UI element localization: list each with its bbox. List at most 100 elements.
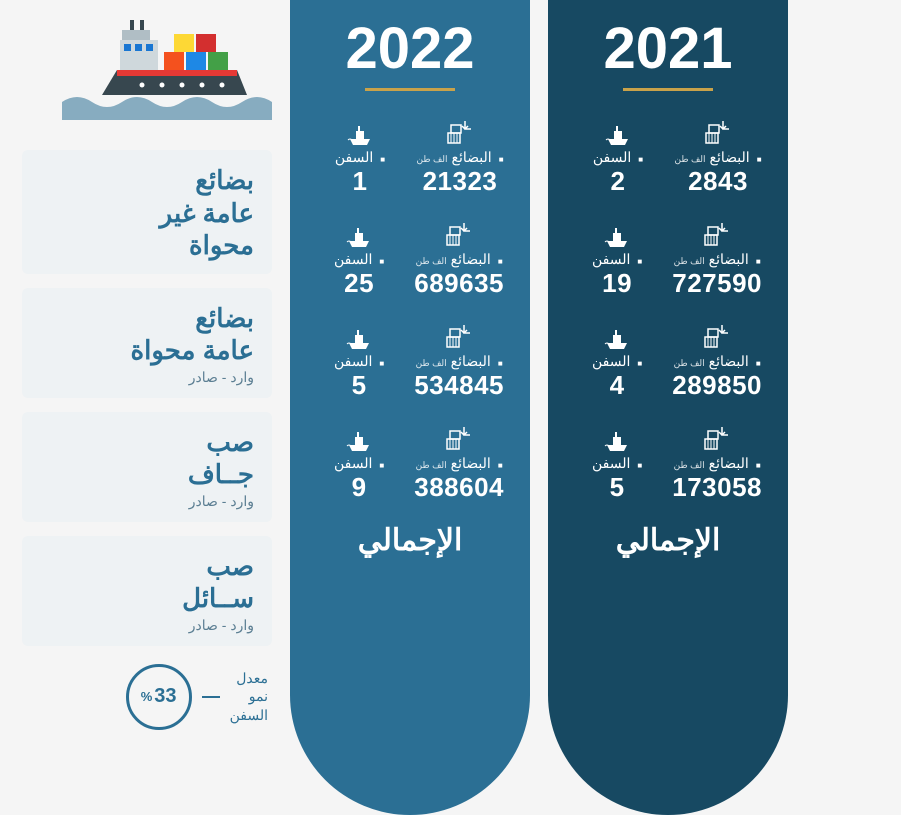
- ship-icon: [603, 423, 631, 453]
- goods-label: البضائعالف طن: [416, 455, 503, 472]
- goods-metric: البضائعالف طن727590: [672, 219, 762, 299]
- goods-label: البضائعالف طن: [674, 251, 761, 268]
- goods-value: 2843: [688, 166, 748, 197]
- goods-label: البضائعالف طن: [416, 251, 503, 268]
- ships-label: السفن: [335, 149, 385, 166]
- cargo-icon: [444, 321, 474, 351]
- main-columns: بضائع عامة غير محواة بضائع عامة محواة وا…: [0, 0, 901, 815]
- ships-label: السفن: [334, 251, 384, 268]
- growth-label: معدل نمو السفن: [230, 669, 268, 724]
- cargo-icon: [703, 117, 733, 147]
- growth-connector: [202, 696, 220, 698]
- data-row: السفن1البضائعالف طن21323: [300, 109, 520, 211]
- ships-value: 25: [344, 268, 374, 299]
- ships-metric: السفن5: [316, 321, 402, 401]
- category-general-containerized: بضائع عامة محواة وارد - صادر: [22, 288, 272, 398]
- data-row: السفن5 البضائعالف طن534845: [300, 313, 520, 415]
- cargo-icon: [702, 423, 732, 453]
- data-row: السفن4البضائعالف طن289850: [558, 313, 778, 415]
- ships-label: السفن: [593, 149, 643, 166]
- ships-metric: السفن2: [574, 117, 662, 197]
- category-title: صب جــاف: [40, 426, 254, 491]
- ships-metric: السفن4: [574, 321, 660, 401]
- ship-illustration: [22, 0, 272, 130]
- ship-icon: [603, 219, 631, 249]
- data-row: السفن5البضائعالف طن173058: [558, 415, 778, 517]
- ships-value: 2: [611, 166, 626, 197]
- ships-metric: السفن9: [316, 423, 402, 503]
- percent-sign: %: [141, 689, 153, 704]
- year-2022-title: 2022: [345, 15, 474, 82]
- column-2022: 2022 السفن1البضائعالف طن21323السفن25البض…: [290, 0, 530, 815]
- category-title: بضائع عامة غير محواة: [40, 164, 254, 262]
- data-row: السفن2البضائعالف طن2843: [558, 109, 778, 211]
- goods-value: 534845: [414, 370, 504, 401]
- ships-value: 5: [352, 370, 367, 401]
- goods-label: البضائعالف طن: [674, 353, 761, 370]
- category-title: بضائع عامة محواة: [40, 302, 254, 367]
- cargo-icon: [444, 219, 474, 249]
- total-label-2022: الإجمالي: [358, 523, 463, 558]
- underline: [365, 88, 455, 91]
- ships-value: 1: [353, 166, 368, 197]
- ships-label: السفن: [592, 455, 642, 472]
- category-general-uncontainerized: بضائع عامة غير محواة: [22, 150, 272, 274]
- ships-value: 19: [602, 268, 632, 299]
- ships-label: السفن: [592, 251, 642, 268]
- goods-metric: البضائعالف طن2843: [674, 117, 762, 197]
- category-dry-bulk: صب جــاف وارد - صادر: [22, 412, 272, 522]
- total-label-2021: الإجمالي: [616, 523, 721, 558]
- column-2021: 2021 السفن2البضائعالف طن2843السفن19البضا…: [548, 0, 788, 815]
- ship-icon: [345, 219, 373, 249]
- goods-value: 388604: [414, 472, 504, 503]
- ship-icon: [345, 321, 373, 351]
- growth-circle: %33: [126, 664, 192, 730]
- ships-metric: السفن5: [574, 423, 660, 503]
- ships-label: السفن: [592, 353, 642, 370]
- data-row: السفن19البضائعالف طن727590: [558, 211, 778, 313]
- category-title: صب ســائل: [40, 550, 254, 615]
- goods-value: 727590: [672, 268, 762, 299]
- goods-value: 21323: [423, 166, 498, 197]
- ship-icon: [346, 117, 374, 147]
- underline: [623, 88, 713, 91]
- goods-value: 689635: [414, 268, 504, 299]
- growth-value: 33: [154, 685, 176, 708]
- ship-icon: [604, 117, 632, 147]
- goods-metric: البضائعالف طن689635: [414, 219, 504, 299]
- year-2021-title: 2021: [603, 15, 732, 82]
- data-row: السفن9البضائعالف طن388604: [300, 415, 520, 517]
- goods-label: البضائعالف طن: [674, 455, 761, 472]
- data-row: السفن25البضائعالف طن689635: [300, 211, 520, 313]
- goods-metric: البضائعالف طن388604: [414, 423, 504, 503]
- ship-icon: [345, 423, 373, 453]
- category-column: بضائع عامة غير محواة بضائع عامة محواة وا…: [22, 0, 272, 815]
- goods-metric: البضائعالف طن173058: [672, 423, 762, 503]
- ships-label: السفن: [334, 353, 384, 370]
- category-subtitle: وارد - صادر: [40, 617, 254, 634]
- goods-value: 289850: [672, 370, 762, 401]
- ships-value: 5: [610, 472, 625, 503]
- ships-metric: السفن19: [574, 219, 660, 299]
- goods-metric: البضائعالف طن21323: [416, 117, 504, 197]
- ship-icon: [603, 321, 631, 351]
- cargo-icon: [444, 423, 474, 453]
- ships-label: السفن: [334, 455, 384, 472]
- data-groups-2021: السفن2البضائعالف طن2843السفن19البضائعالف…: [558, 109, 778, 517]
- ships-value: 4: [610, 370, 625, 401]
- category-subtitle: وارد - صادر: [40, 369, 254, 386]
- goods-metric: البضائعالف طن289850: [672, 321, 762, 401]
- ships-metric: السفن1: [316, 117, 404, 197]
- goods-label: البضائعالف طن: [416, 353, 503, 370]
- ships-value: 9: [352, 472, 367, 503]
- goods-value: 173058: [672, 472, 762, 503]
- category-subtitle: وارد - صادر: [40, 493, 254, 510]
- goods-label: البضائعالف طن: [674, 149, 761, 166]
- cargo-icon: [702, 219, 732, 249]
- data-groups-2022: السفن1البضائعالف طن21323السفن25البضائعال…: [300, 109, 520, 517]
- category-liquid-bulk: صب ســائل وارد - صادر: [22, 536, 272, 646]
- goods-label: البضائعالف طن: [416, 149, 503, 166]
- ships-metric: السفن25: [316, 219, 402, 299]
- cargo-icon: [702, 321, 732, 351]
- growth-indicator: معدل نمو السفن %33: [22, 664, 272, 730]
